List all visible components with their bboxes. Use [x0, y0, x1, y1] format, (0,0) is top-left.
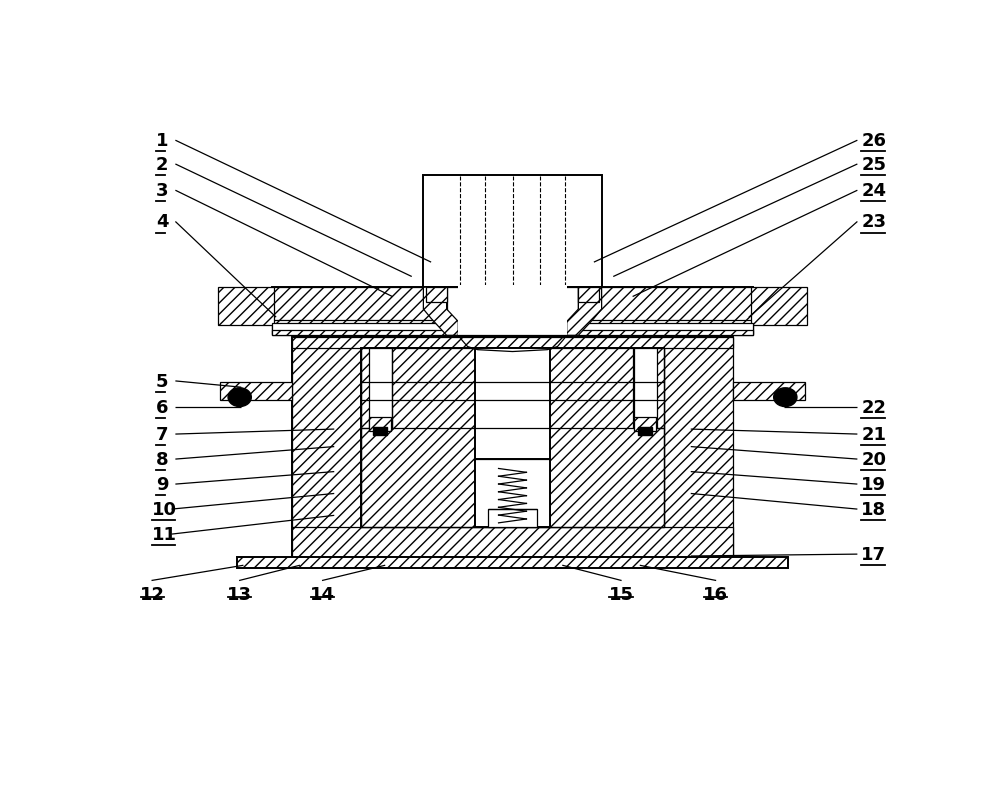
- Polygon shape: [567, 288, 602, 336]
- Bar: [578, 288, 599, 303]
- Text: 18: 18: [861, 500, 886, 518]
- Text: 20: 20: [861, 451, 886, 469]
- Text: 12: 12: [140, 586, 165, 603]
- Text: 10: 10: [152, 500, 177, 518]
- Circle shape: [228, 388, 251, 407]
- Bar: [373, 427, 387, 436]
- Bar: [475, 349, 550, 527]
- Bar: [475, 460, 550, 527]
- Text: 19: 19: [861, 475, 886, 493]
- Bar: [237, 557, 788, 569]
- Text: 21: 21: [861, 426, 886, 444]
- Bar: [447, 288, 578, 336]
- Bar: [292, 527, 733, 560]
- Bar: [664, 337, 733, 560]
- Text: 16: 16: [703, 586, 728, 603]
- Text: 9: 9: [156, 475, 168, 493]
- Text: 17: 17: [861, 546, 886, 564]
- Bar: [369, 349, 392, 428]
- Text: 3: 3: [156, 182, 168, 200]
- Bar: [218, 288, 274, 325]
- Bar: [488, 509, 537, 527]
- Text: 15: 15: [608, 586, 634, 603]
- Text: 8: 8: [156, 451, 169, 469]
- Bar: [361, 349, 664, 527]
- Text: 6: 6: [156, 399, 168, 417]
- Bar: [426, 288, 447, 303]
- Bar: [423, 175, 602, 288]
- Text: 2: 2: [156, 156, 168, 174]
- Text: 26: 26: [861, 132, 886, 150]
- Text: 13: 13: [227, 586, 252, 603]
- Text: 7: 7: [156, 426, 168, 444]
- Bar: [292, 337, 733, 560]
- Bar: [458, 286, 567, 336]
- Bar: [292, 337, 733, 349]
- Bar: [638, 427, 652, 436]
- Bar: [634, 349, 657, 428]
- Bar: [272, 321, 753, 335]
- Polygon shape: [423, 288, 458, 336]
- Bar: [369, 418, 391, 431]
- Text: 1: 1: [156, 132, 168, 150]
- Text: 4: 4: [156, 213, 168, 231]
- Bar: [272, 324, 753, 336]
- Bar: [220, 383, 292, 400]
- Bar: [733, 383, 805, 400]
- Bar: [272, 288, 753, 322]
- Circle shape: [774, 388, 797, 407]
- Text: 22: 22: [861, 399, 886, 417]
- Text: 14: 14: [310, 586, 335, 603]
- Text: 11: 11: [152, 526, 177, 543]
- Bar: [751, 288, 807, 325]
- Bar: [361, 349, 664, 527]
- Text: 5: 5: [156, 372, 168, 390]
- Text: 23: 23: [861, 213, 886, 231]
- Bar: [634, 418, 656, 431]
- Bar: [292, 337, 361, 560]
- Bar: [272, 288, 753, 325]
- Text: 25: 25: [861, 156, 886, 174]
- Text: 24: 24: [861, 182, 886, 200]
- Bar: [272, 331, 753, 336]
